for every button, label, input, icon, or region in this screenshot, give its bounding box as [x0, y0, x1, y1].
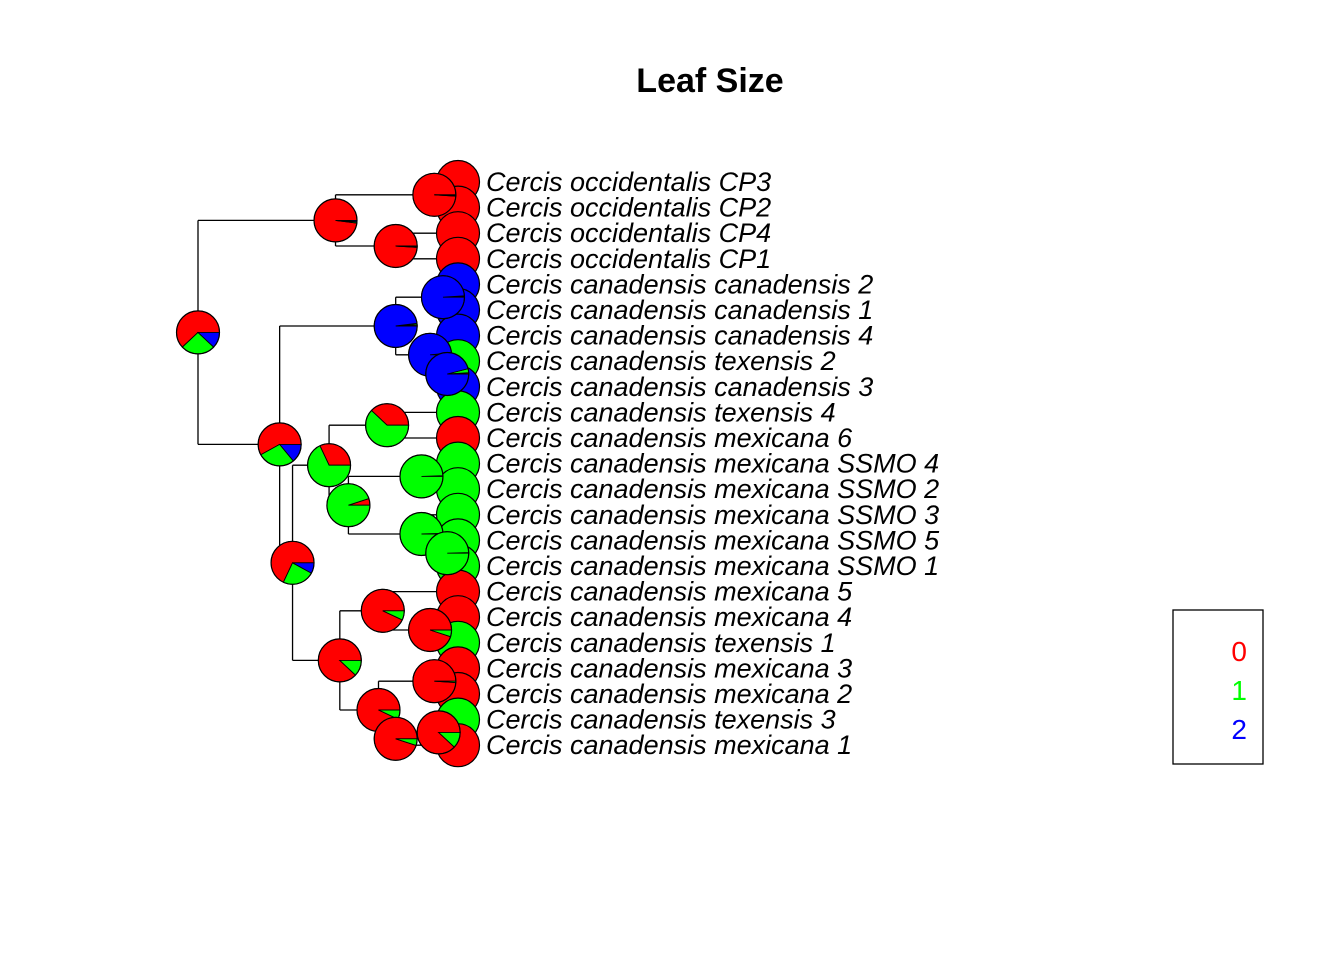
- tip-label: Cercis canadensis texensis 4: [486, 397, 836, 427]
- tip-label: Cercis canadensis mexicana SSMO 3: [486, 500, 939, 530]
- tip-label: Cercis occidentalis CP3: [486, 167, 771, 197]
- node-pie-n_t4m6: [364, 403, 410, 448]
- node-pie-n_cc_c: [425, 351, 470, 397]
- node-pie-n_occ: [313, 198, 358, 243]
- ancestral-state-pies: [175, 172, 470, 761]
- pie-outline: [270, 540, 315, 585]
- tip-label: Cercis occidentalis CP2: [486, 193, 771, 223]
- pie-outline: [175, 310, 221, 355]
- node-pie-n_can: [257, 422, 302, 467]
- tip-label: Cercis canadensis canadensis 2: [486, 269, 873, 299]
- plot-title: Leaf Size: [636, 62, 783, 100]
- tip-label: Cercis canadensis mexicana 2: [486, 679, 852, 709]
- pie-outline: [257, 422, 302, 467]
- pie-outline: [313, 198, 358, 243]
- tip-label: Cercis canadensis mexicana 5: [486, 577, 853, 607]
- pie-outline: [373, 223, 418, 269]
- tip-label: Cercis occidentalis CP1: [486, 244, 771, 274]
- tip-label: Cercis canadensis texensis 3: [486, 705, 836, 735]
- node-pie-root: [175, 310, 221, 355]
- node-pie-n_m5: [360, 588, 405, 633]
- pie-outline: [412, 172, 457, 217]
- pie-outline: [317, 638, 362, 683]
- pie-outline: [360, 588, 405, 633]
- tip-label: Cercis canadensis texensis 2: [486, 346, 836, 376]
- pie-outline: [364, 403, 410, 448]
- pie-outline: [306, 443, 352, 488]
- node-pie-n_mB5: [373, 716, 418, 761]
- pie-outline: [412, 659, 457, 704]
- tip-label: Cercis canadensis texensis 1: [486, 628, 836, 658]
- tip-label: Cercis canadensis mexicana SSMO 5: [486, 525, 940, 555]
- node-pie-n_mB3: [407, 607, 453, 653]
- legend-label-state-0: 0: [1231, 636, 1247, 667]
- node-pie-n_mB6: [416, 710, 461, 755]
- tip-label: Cercis canadensis mexicana 3: [486, 653, 852, 683]
- tip-label: Cercis canadensis canadensis 1: [486, 295, 873, 325]
- legend-box: [1172, 609, 1264, 765]
- node-pie-n_ssmo_c: [425, 531, 470, 576]
- pie-outline: [425, 531, 470, 576]
- pie-outline: [407, 607, 453, 653]
- pie-outline: [373, 303, 418, 349]
- tip-label: Cercis canadensis canadensis 3: [486, 372, 873, 402]
- legend-label-state-1: 1: [1231, 675, 1247, 706]
- tip-label: Cercis canadensis canadensis 4: [486, 321, 873, 351]
- pie-outline: [373, 716, 418, 761]
- tip-label: Cercis canadensis mexicana SSMO 2: [486, 474, 939, 504]
- tip-label: Cercis canadensis mexicana SSMO 1: [486, 551, 939, 581]
- pie-outline: [326, 483, 371, 528]
- tip-label: Cercis canadensis mexicana 4: [486, 602, 852, 632]
- pie-outline: [425, 351, 470, 397]
- pie-outline: [420, 275, 466, 320]
- node-pie-n_cc_a: [420, 275, 466, 320]
- tip-label: Cercis canadensis mexicana 1: [486, 730, 852, 760]
- pie-outline: [399, 454, 444, 499]
- node-pie-n_mexB: [317, 638, 362, 683]
- node-pie-n_mexA: [306, 443, 352, 488]
- node-pie-n_occ_a: [412, 172, 457, 217]
- legend: 0 1 2: [1172, 609, 1264, 765]
- node-pie-n_occ_b: [373, 223, 418, 269]
- pie-outline: [416, 710, 461, 755]
- tip-label: Cercis occidentalis CP4: [486, 218, 771, 248]
- node-pie-n_ssmo_a: [399, 454, 444, 499]
- node-pie-n_mB4: [412, 659, 457, 704]
- node-pie-n_ssmo: [326, 483, 371, 528]
- node-pie-n_mex: [270, 540, 315, 585]
- tip-label: Cercis canadensis mexicana SSMO 4: [486, 449, 939, 479]
- node-pie-n_cc: [373, 303, 418, 349]
- legend-label-state-2: 2: [1231, 714, 1247, 745]
- tip-label: Cercis canadensis mexicana 6: [486, 423, 853, 453]
